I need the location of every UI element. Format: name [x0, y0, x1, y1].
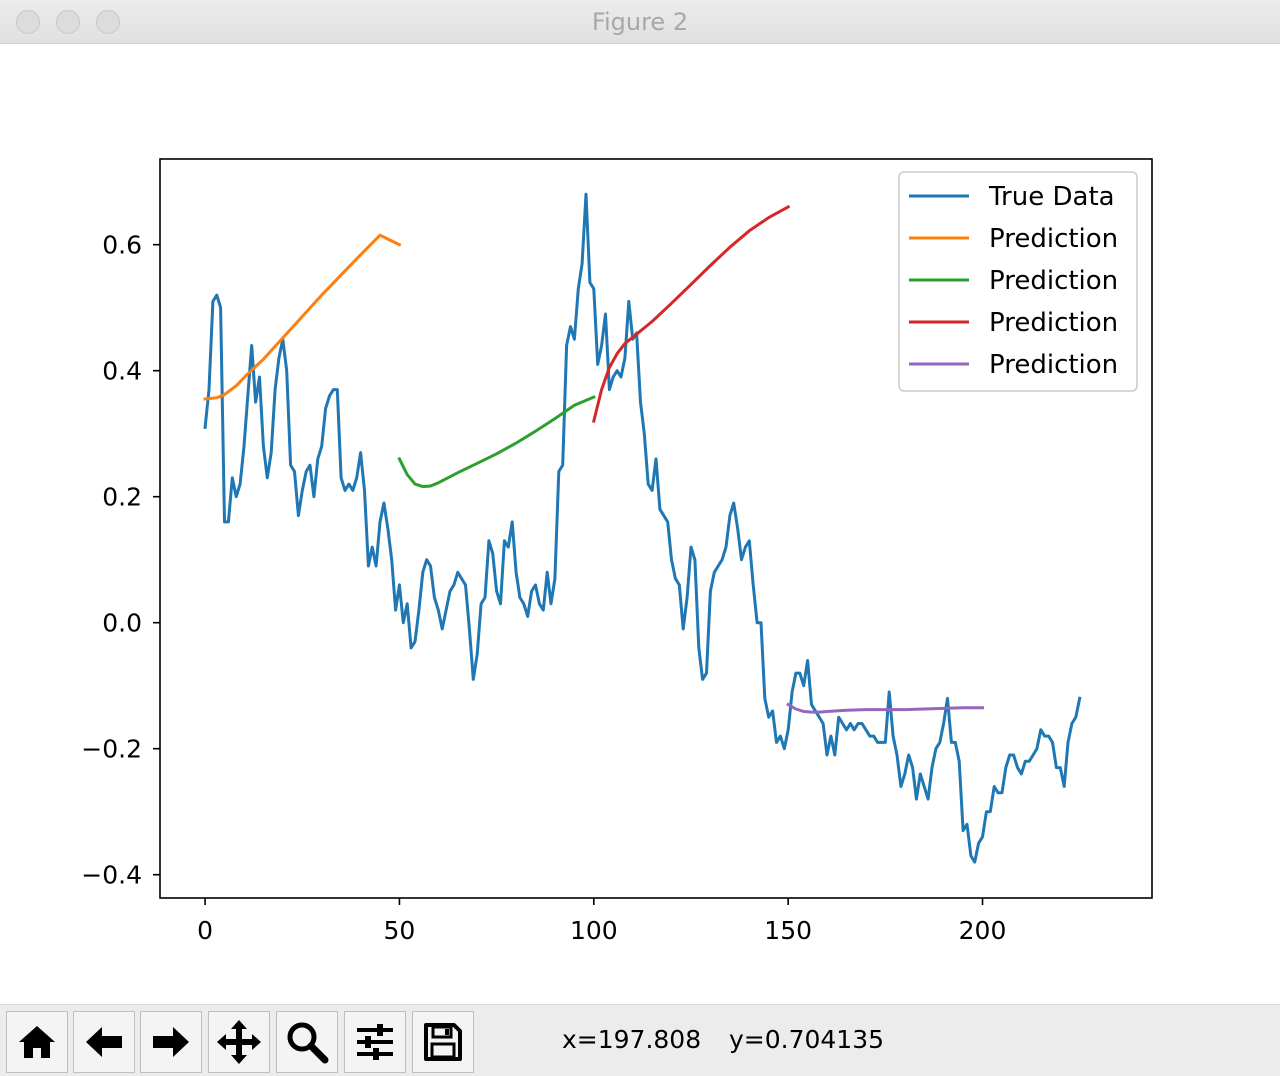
legend-box: [898, 171, 1138, 392]
legend-label: Prediction: [989, 308, 1118, 338]
floppy-disk-icon: [424, 1023, 462, 1061]
x-tick-label: 200: [959, 916, 1007, 945]
save-button[interactable]: [412, 1011, 474, 1073]
series-line-true-data: [203, 192, 1082, 864]
line-chart[interactable]: 0 50 100 150 200 −0.4 −0.2 0.0 0.2 0.4 0.6 True Da…: [0, 44, 1280, 1004]
y-tick-label: 0.4: [102, 357, 142, 386]
arrow-left-icon: [86, 1027, 122, 1057]
home-button[interactable]: [6, 1011, 68, 1073]
figure-canvas[interactable]: 0 50 100 150 200 −0.4 −0.2 0.0 0.2 0.4 0.6 True Da…: [0, 44, 1280, 1004]
y-tick-label: 0.2: [102, 483, 142, 512]
pan-button[interactable]: [208, 1011, 270, 1073]
y-tick-label: 0.0: [102, 609, 142, 638]
legend-label: Prediction: [989, 224, 1118, 254]
x-tick-label: 50: [384, 916, 416, 945]
window-title: Figure 2: [591, 8, 689, 36]
x-tick-label: 150: [764, 916, 812, 945]
series-line-prediction-3: [591, 204, 791, 423]
close-window-button[interactable]: [16, 10, 40, 34]
legend: True Data Prediction Prediction Prediction P…: [898, 171, 1138, 392]
zoom-window-button[interactable]: [96, 10, 120, 34]
series-line-prediction-2: [397, 395, 596, 489]
forward-button[interactable]: [140, 1011, 202, 1073]
y-tick-label: −0.2: [81, 735, 142, 764]
x-coordinate-readout: x=197.808: [562, 1025, 702, 1054]
y-tick-label: −0.4: [81, 861, 142, 890]
series-line-prediction-4: [786, 702, 984, 714]
sliders-icon: [357, 1024, 393, 1060]
move-icon: [217, 1020, 261, 1064]
magnifier-icon: [287, 1022, 329, 1064]
legend-label: Prediction: [989, 350, 1118, 380]
home-icon: [19, 1026, 55, 1058]
arrow-right-icon: [153, 1027, 189, 1057]
zoom-button[interactable]: [276, 1011, 338, 1073]
y-tick-label: 0.6: [102, 231, 142, 260]
y-coordinate-readout: y=0.704135: [729, 1025, 885, 1054]
legend-label: Prediction: [989, 266, 1118, 296]
configure-subplots-button[interactable]: [344, 1011, 406, 1073]
x-tick-label: 0: [197, 916, 213, 945]
x-tick-label: 100: [570, 916, 618, 945]
axes-frame: [159, 158, 1153, 899]
legend-label: True Data: [988, 182, 1115, 212]
window-titlebar: Figure 2: [0, 0, 1280, 44]
navigation-toolbar: x=197.808 y=0.704135: [0, 1004, 1280, 1076]
minimize-window-button[interactable]: [56, 10, 80, 34]
series-line-prediction-1: [203, 233, 402, 401]
back-button[interactable]: [73, 1011, 135, 1073]
